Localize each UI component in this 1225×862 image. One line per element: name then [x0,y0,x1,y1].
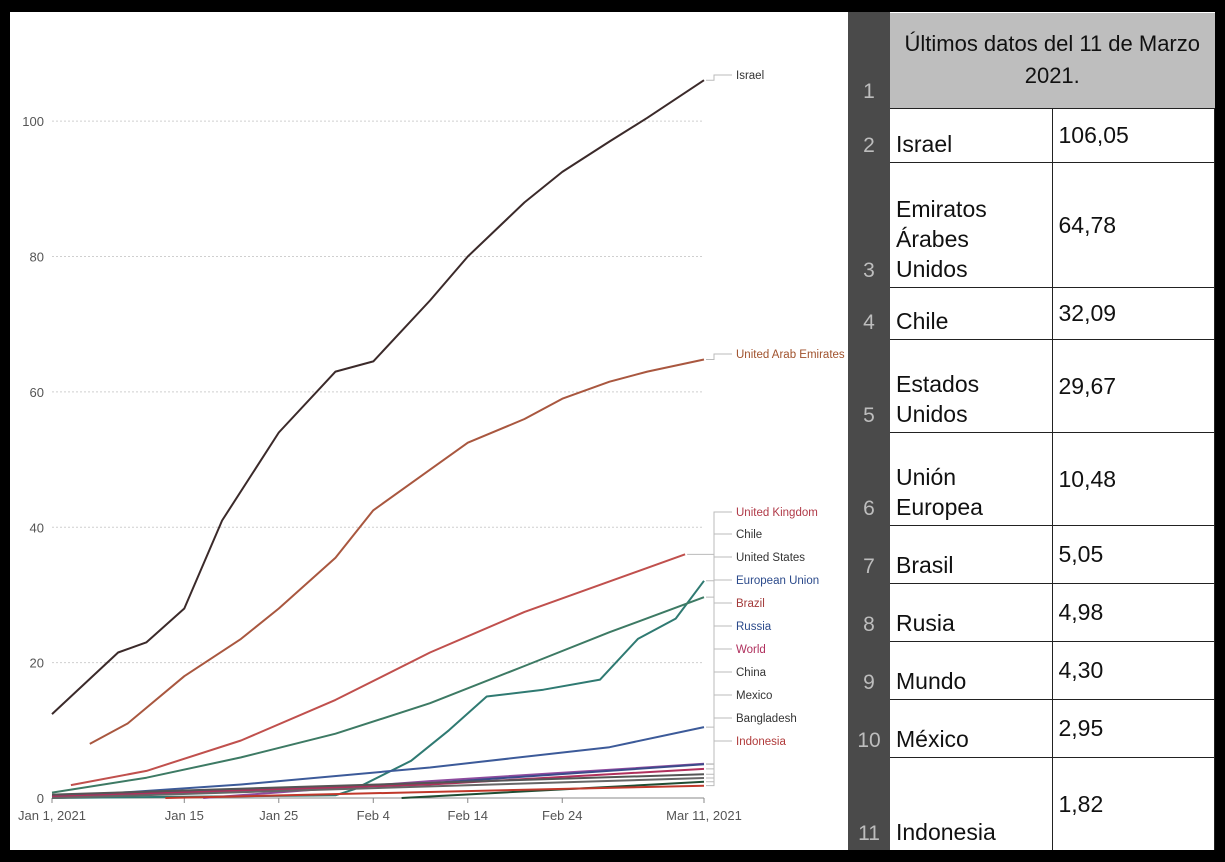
row-index: 7 [848,525,890,584]
country-cell: Brasil [889,525,1053,584]
x-tick-label: Feb 14 [448,808,488,823]
table-row: 2 Israel 106,05 [848,108,1215,163]
line-chart: 0 20 40 60 80 100 Jan 1, 2021 Jan 15 Jan 25 Feb 4… [10,12,848,850]
screenshot-frame: 0 20 40 60 80 100 Jan 1, 2021 Jan 15 Jan 25 Feb 4… [10,12,1215,850]
table-header-row: 1 Últimos datos del 11 de Marzo 2021. [848,12,1215,109]
value-cell: 5,05 [1051,525,1215,584]
country-cell: Israel [889,108,1053,163]
table-row: 7 Brasil 5,05 [848,525,1215,584]
country-cell: Indonesia [889,757,1053,850]
row-index: 4 [848,287,890,340]
x-tick-label: Jan 25 [259,808,298,823]
table-row: 5 Estados Unidos 29,67 [848,339,1215,433]
value-cell: 10,48 [1051,432,1215,526]
row-index: 8 [848,583,890,642]
series-line-united-states [51,596,705,794]
chart-svg: 0 20 40 60 80 100 Jan 1, 2021 Jan 15 Jan 25 Feb 4… [18,70,845,823]
series-label: Brazil [736,598,765,610]
y-tick-label: 20 [30,656,44,671]
value-cell: 106,05 [1051,108,1215,163]
country-cell: Rusia [889,583,1053,642]
leader-line [706,694,732,779]
leader-line [706,740,732,787]
country-cell: Chile [889,287,1053,340]
value-cell: 4,30 [1051,641,1215,700]
row-index: 10 [848,699,890,758]
row-index: 6 [848,432,890,526]
row-index: 3 [848,162,890,288]
table-row: 4 Chile 32,09 [848,287,1215,340]
row-index: 5 [848,339,890,433]
series-label: European Union [736,575,819,587]
series-line-china [51,773,705,796]
country-cell: Mundo [889,641,1053,700]
series-line-israel [51,79,705,715]
series-line-united-kingdom [70,553,686,787]
row-index: 9 [848,641,890,700]
row-index: 1 [848,12,890,109]
table-header: Últimos datos del 11 de Marzo 2021. [889,12,1215,109]
value-cell: 2,95 [1051,699,1215,758]
x-tick-label: Feb 4 [357,808,390,823]
country-cell: Unión Europea [889,432,1053,526]
series-label: Chile [736,529,762,541]
table-row: 11 Indonesia 1,82 [848,757,1215,850]
series-label: Mexico [736,690,772,702]
series-label: United Arab Emirates [736,349,845,361]
series-label: Israel [736,70,764,82]
leader-line [706,671,732,775]
value-cell: 4,98 [1051,583,1215,642]
series-line-united-arab-emirates [89,358,705,745]
series-line-world [51,767,705,798]
row-index: 11 [848,757,890,850]
row-index: 2 [848,108,890,163]
data-table-panel: 1 Últimos datos del 11 de Marzo 2021. 2 … [848,12,1215,850]
y-tick-label: 40 [30,520,44,535]
x-tick-label: Feb 24 [542,808,582,823]
table-row: 8 Rusia 4,98 [848,583,1215,642]
series-label: World [736,644,766,656]
table-row: 6 Unión Europea 10,48 [848,432,1215,526]
leader-line [706,602,732,765]
leader-line [687,511,732,555]
x-tick-label: Jan 1, 2021 [18,808,86,823]
x-tick-label: Mar 11, 2021 [666,808,742,823]
country-cell: México [889,699,1053,758]
series-line-indonesia [165,784,705,799]
value-cell: 32,09 [1051,287,1215,340]
series-label: Russia [736,621,772,633]
series-label: China [736,667,767,679]
series-label: Indonesia [736,736,786,748]
table-row: 10 México 2,95 [848,699,1215,758]
series-label: United Kingdom [736,507,818,519]
series-line-european-union [51,726,705,799]
leader-line [706,353,732,361]
x-tick-label: Jan 15 [165,808,204,823]
value-cell: 64,78 [1051,162,1215,288]
value-cell: 1,82 [1051,757,1215,850]
leader-line [706,556,732,598]
leader-line [706,74,732,81]
value-cell: 29,67 [1051,339,1215,433]
series-line-mexico [51,777,705,799]
series-line-chile [51,580,705,799]
y-tick-label: 80 [30,250,44,265]
table-row: 3 Emiratos Árabes Unidos 64,78 [848,162,1215,288]
y-tick-label: 60 [30,385,44,400]
leader-line [706,648,732,770]
series-label: Bangladesh [736,713,797,725]
table-row: 9 Mundo 4,30 [848,641,1215,700]
leader-line [706,579,732,728]
y-tick-label: 100 [22,114,44,129]
country-cell: Estados Unidos [889,339,1053,433]
series-label: United States [736,552,805,564]
country-cell: Emiratos Árabes Unidos [889,162,1053,288]
data-table: 1 Últimos datos del 11 de Marzo 2021. 2 … [848,12,1215,850]
y-tick-label: 0 [37,791,44,806]
